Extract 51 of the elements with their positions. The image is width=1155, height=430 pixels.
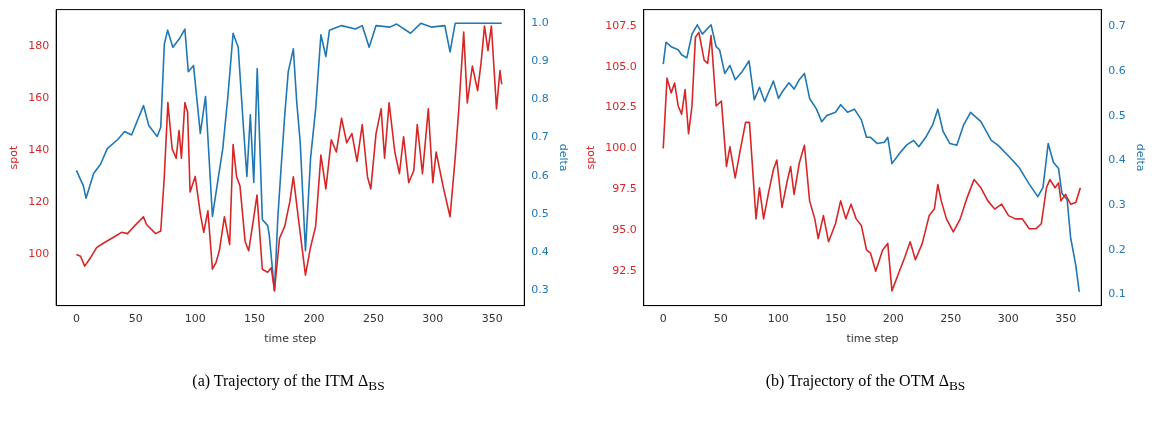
y-axis-title: spot	[584, 145, 598, 170]
y2-tick-label: 0.5	[531, 206, 549, 220]
x-tick-label: 50	[128, 312, 143, 326]
x-tick-label: 300	[997, 312, 1019, 326]
y-tick-label: 105.0	[605, 59, 637, 73]
y-tick-label: 97.5	[612, 182, 637, 196]
y2-tick-label: 0.6	[1108, 64, 1126, 78]
x-tick-label: 300	[422, 312, 444, 326]
y2-tick-label: 0.3	[531, 282, 549, 296]
y-tick-label: 92.5	[612, 264, 637, 278]
y2-tick-label: 0.1	[1108, 287, 1126, 301]
x-tick-label: 350	[1055, 312, 1077, 326]
x-axis-title: time step	[264, 332, 317, 346]
text: (a) Trajectory of the ITM Δ$_{BS}$	[191, 372, 386, 395]
x-tick-label: 200	[303, 312, 325, 326]
y2-tick-label: 0.4	[1108, 153, 1126, 167]
y-axis-title: spot	[7, 145, 21, 170]
x-tick-label: 250	[362, 312, 384, 326]
x-tick-label: 150	[244, 312, 266, 326]
y-tick-label: 160	[28, 91, 50, 105]
y-tick-label: 120	[28, 195, 50, 209]
y-tick-label: 100	[28, 247, 50, 261]
y2-tick-label: 0.6	[531, 168, 549, 182]
y-tick-label: 100.0	[605, 141, 637, 155]
y-tick-label: 180	[28, 39, 50, 53]
x-tick-label: 100	[767, 312, 789, 326]
y-tick-label: 107.5	[605, 18, 637, 32]
x-tick-label: 100	[184, 312, 206, 326]
text: (b) Trajectory of the OTM Δ$_{BS}$	[764, 372, 967, 395]
y2-tick-label: 0.8	[531, 92, 549, 106]
x-tick-label: 0	[659, 312, 667, 326]
y2-axis-title: delta	[1133, 143, 1147, 172]
y-tick-label: 95.0	[612, 223, 637, 237]
y-tick-label: 102.5	[605, 100, 637, 114]
y2-tick-label: 0.7	[531, 130, 549, 144]
y-tick-label: 140	[28, 143, 50, 157]
y2-tick-label: 0.9	[531, 54, 549, 68]
x-tick-label: 0	[72, 312, 80, 326]
x-tick-label: 250	[940, 312, 962, 326]
y2-tick-label: 0.2	[1108, 242, 1126, 256]
y2-tick-label: 0.7	[1108, 19, 1126, 33]
x-tick-label: 50	[713, 312, 728, 326]
y2-tick-label: 0.3	[1108, 198, 1126, 212]
y2-tick-label: 0.5	[1108, 108, 1126, 122]
x-tick-label: 350	[481, 312, 503, 326]
x-axis-title: time step	[846, 332, 899, 346]
y2-tick-label: 1.0	[531, 16, 549, 30]
y2-axis-title: delta	[556, 143, 570, 172]
x-tick-label: 200	[882, 312, 904, 326]
x-tick-label: 150	[825, 312, 847, 326]
y2-tick-label: 0.4	[531, 244, 549, 258]
